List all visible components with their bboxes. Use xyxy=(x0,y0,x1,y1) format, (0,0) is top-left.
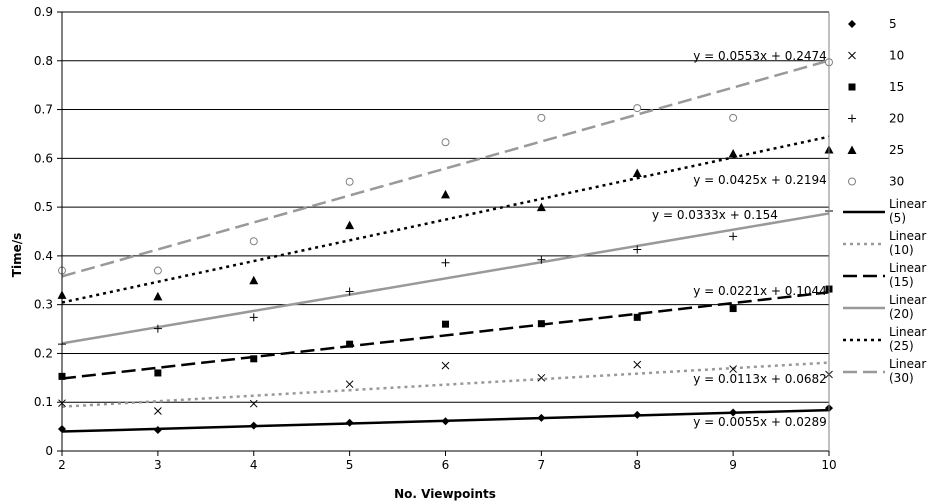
data-point-series-5 xyxy=(633,410,642,419)
data-point-series-10 xyxy=(249,399,258,408)
x-tick-label: 6 xyxy=(442,458,450,472)
legend-label: 30 xyxy=(889,175,904,189)
y-tick-label: 0.3 xyxy=(34,298,53,312)
data-point-series-25 xyxy=(153,291,163,301)
trendlines xyxy=(61,59,830,433)
legend-trendline-label: Linear (5) xyxy=(889,197,926,225)
trendline-equation: y = 0.0333x + 0.154 xyxy=(652,208,778,222)
legend-label: 15 xyxy=(889,80,904,94)
y-tick-label: 0.6 xyxy=(34,151,53,165)
x-tick-label: 10 xyxy=(821,458,836,472)
x-tick-label: 9 xyxy=(729,458,737,472)
data-point-series-30 xyxy=(537,113,546,122)
legend-marker-25 xyxy=(847,145,857,154)
legend-trendline-label: Linear (20) xyxy=(889,293,926,321)
x-axis-title: No. Viewpoints xyxy=(394,487,496,501)
y-tick-label: 0 xyxy=(45,444,53,458)
legend-marker-10 xyxy=(848,51,856,60)
data-point-series-10 xyxy=(441,361,450,370)
legend-label: 5 xyxy=(889,17,897,31)
legend-label: 25 xyxy=(889,143,904,157)
data-point-series-15 xyxy=(537,320,545,328)
data-point-series-10 xyxy=(345,380,354,389)
x-tick-label: 4 xyxy=(250,458,258,472)
legend-marker-5 xyxy=(848,20,856,28)
trendline-10 xyxy=(61,361,830,408)
data-point-series-20 xyxy=(537,255,546,264)
trendline-equations: y = 0.0055x + 0.0289 y = 0.0113x + 0.0682… xyxy=(652,49,827,429)
data-point-series-25 xyxy=(345,220,355,230)
data-point-series-30 xyxy=(153,266,162,275)
data-point-series-5 xyxy=(249,421,258,430)
data-point-series-5 xyxy=(537,413,546,422)
data-point-series-5 xyxy=(441,417,450,426)
data-point-series-25 xyxy=(536,202,546,212)
data-point-series-30 xyxy=(633,104,642,113)
trendline-equation: y = 0.0221x + 0.1044 xyxy=(693,284,827,298)
trendline-equation: y = 0.0553x + 0.2474 xyxy=(693,49,827,63)
data-point-series-15 xyxy=(346,340,354,348)
legend-marker-30 xyxy=(848,177,856,186)
data-point-series-30 xyxy=(729,113,738,122)
legend-trendline-label: Linear (25) xyxy=(889,325,926,353)
legend-trendline-label: Linear (30) xyxy=(889,357,926,385)
data-point-series-15 xyxy=(729,305,737,313)
axes: 0 0.1 0.2 0.3 0.4 0.5 0.6 0.7 0.8 0.9 2 3 4 5 6 7 8 9 10 xyxy=(34,5,837,472)
data-point-series-5 xyxy=(729,408,738,417)
data-point-series-20 xyxy=(441,258,450,267)
y-tick-label: 0.5 xyxy=(34,200,53,214)
legend-trendline-label: Linear (10) xyxy=(889,229,926,257)
legend-label: 10 xyxy=(889,49,904,63)
data-point-series-30 xyxy=(345,177,354,186)
data-point-series-20 xyxy=(633,245,642,254)
y-tick-label: 0.9 xyxy=(34,5,53,19)
data-point-series-25 xyxy=(632,168,642,177)
data-point-series-10 xyxy=(537,373,546,382)
y-tick-label: 0.2 xyxy=(34,346,53,360)
data-point-series-15 xyxy=(633,313,641,321)
data-point-series-20 xyxy=(249,313,258,322)
trendline-30 xyxy=(61,59,830,278)
data-point-series-15 xyxy=(442,320,449,328)
legend-marker-15 xyxy=(848,83,856,91)
trendline-equation: y = 0.0425x + 0.2194 xyxy=(693,173,827,187)
x-tick-label: 5 xyxy=(346,458,354,472)
y-tick-label: 0.4 xyxy=(34,249,53,263)
legend-trendline-label: Linear (15) xyxy=(889,261,926,289)
trendline-equation: y = 0.0113x + 0.0682 xyxy=(693,372,827,386)
legend-marker-20 xyxy=(848,114,856,123)
y-axis-title: Time/s xyxy=(10,233,24,277)
data-point-series-5 xyxy=(345,418,354,427)
trendline-25 xyxy=(61,135,830,304)
x-tick-label: 3 xyxy=(154,458,162,472)
grid-lines xyxy=(62,11,829,403)
x-tick-label: 8 xyxy=(633,458,641,472)
data-point-series-20 xyxy=(729,232,738,241)
y-tick-label: 0.7 xyxy=(34,103,53,117)
data-point-series-25 xyxy=(728,148,738,158)
trendline-15 xyxy=(61,291,830,380)
data-point-series-25 xyxy=(249,275,259,285)
data-point-series-30 xyxy=(441,138,450,147)
data-point-series-5 xyxy=(153,426,162,435)
data-point-series-20 xyxy=(153,324,162,333)
y-tick-label: 0.1 xyxy=(34,395,53,409)
y-tick-label: 0.8 xyxy=(34,54,53,68)
trendline-equation: y = 0.0055x + 0.0289 xyxy=(693,415,827,429)
data-point-series-10 xyxy=(633,360,642,369)
legend: 5 10 15 20 25 30 Linear (5) Linear (10) Linear (15)… xyxy=(843,17,926,385)
legend-label: 20 xyxy=(889,112,904,126)
data-point-series-30 xyxy=(249,237,258,246)
x-tick-label: 7 xyxy=(538,458,546,472)
x-tick-label: 2 xyxy=(58,458,66,472)
data-point-series-10 xyxy=(154,407,162,415)
data-point-series-20 xyxy=(345,287,354,296)
data-point-series-25 xyxy=(441,189,450,199)
data-point-series-15 xyxy=(250,355,258,363)
trendline-20 xyxy=(61,212,830,345)
data-point-series-15 xyxy=(154,369,162,377)
data-point-series-10 xyxy=(729,365,737,373)
